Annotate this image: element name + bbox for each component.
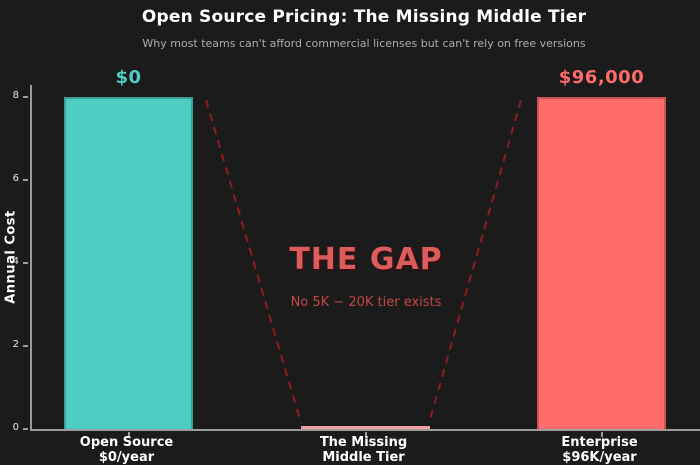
y-tick-mark [23, 96, 28, 99]
bar-group-missing-middle-tier [301, 85, 430, 437]
x-label-line: Open Source [79, 435, 174, 450]
x-label-line: $96K/year [562, 450, 637, 465]
gap-annotation: THE GAP No 5K − 20K tier exists [236, 242, 496, 310]
x-label-line: The Missing [319, 435, 408, 450]
y-tick-mark [23, 428, 28, 430]
x-tick-mark-missing-middle-tier [364, 432, 367, 437]
y-tick-label: 4 [12, 256, 19, 268]
x-label-line: Middle Tier [322, 450, 405, 465]
y-tick-label: 8 [12, 90, 19, 102]
y-tick-mark [23, 262, 28, 265]
x-label-line: $0/year [98, 450, 155, 465]
gap-title-text: THE GAP [289, 242, 443, 277]
bar-value-label-enterprise: $96,000 [558, 67, 645, 89]
x-tick-mark-open-source [127, 432, 130, 437]
chart-title: Open Source Pricing: The Missing Middle … [141, 7, 587, 27]
bar-rect-open-source [64, 97, 193, 429]
bar-rect-missing-middle-tier [301, 426, 430, 429]
y-tick-mark [23, 345, 28, 348]
gap-note-text: No 5K − 20K tier exists [290, 295, 442, 310]
y-tick-label: 6 [12, 173, 19, 185]
y-tick-mark [23, 179, 28, 182]
plot-area: 0 2 4 6 8 $0 $96,000 THE GAP No 5K − 20K tie… [13, 67, 700, 437]
y-tick-label: 2 [12, 339, 19, 351]
y-tick-label: 0 [12, 422, 19, 433]
x-label-open-source: Open Source $0/year [62, 435, 191, 465]
x-label-line: Enterprise [561, 435, 638, 450]
bar-value-label-open-source: $0 [115, 67, 142, 89]
bar-group-open-source: $0 [64, 67, 193, 437]
bar-rect-enterprise [537, 97, 666, 429]
x-label-missing-middle-tier: The Missing Middle Tier [299, 435, 428, 465]
bar-group-enterprise: $96,000 [537, 67, 666, 437]
x-label-enterprise: Enterprise $96K/year [535, 435, 664, 465]
x-tick-mark-enterprise [600, 432, 603, 437]
chart-subtitle: Why most teams can't afford commercial l… [142, 37, 586, 50]
